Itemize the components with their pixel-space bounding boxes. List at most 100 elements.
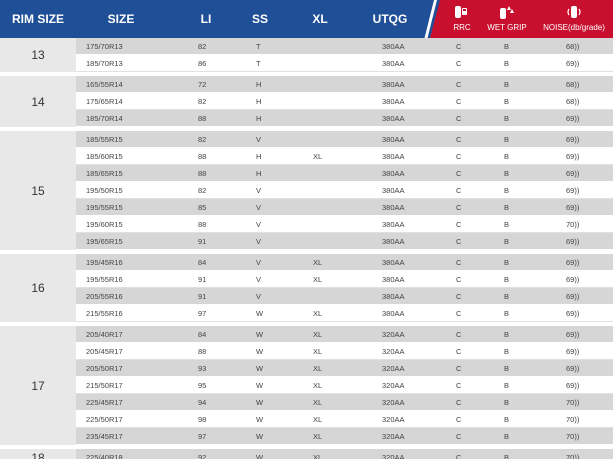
table-row: 185/65R15 88 H 380AA C B 69)): [76, 165, 613, 182]
cell-size: 175/65R14: [86, 97, 123, 106]
table-row: 195/55R16 91 V XL 380AA C B 69)): [76, 271, 613, 288]
cell-xl: XL: [313, 432, 323, 441]
cell-noise: 69)): [566, 258, 580, 267]
cell-noise: 68)): [566, 42, 580, 51]
cell-ss: W: [256, 347, 264, 356]
cell-wet: B: [504, 152, 510, 161]
cell-ss: T: [256, 42, 261, 51]
cell-rrc: C: [456, 432, 462, 441]
table-row: 165/55R14 72 H 380AA C B 68)): [76, 76, 613, 93]
cell-size: 185/65R15: [86, 169, 123, 178]
cell-wet: B: [504, 42, 510, 51]
cell-size: 225/45R17: [86, 398, 123, 407]
cell-wet: B: [504, 415, 510, 424]
cell-ss: V: [256, 275, 262, 284]
table-row: 195/45R16 84 V XL 380AA C B 69)): [76, 254, 613, 271]
table-row: 235/45R17 97 W XL 320AA C B 70)): [76, 428, 613, 445]
cell-wet: B: [504, 80, 510, 89]
cell-li: 88: [198, 347, 207, 356]
table-row: 195/50R15 82 V 380AA C B 69)): [76, 182, 613, 199]
cell-utqg: 380AA: [382, 258, 405, 267]
cell-ss: V: [256, 258, 262, 267]
cell-noise: 69)): [566, 152, 580, 161]
table-row: 225/45R17 94 W XL 320AA C B 70)): [76, 394, 613, 411]
cell-utqg: 380AA: [382, 135, 405, 144]
cell-utqg: 380AA: [382, 97, 405, 106]
cell-ss: W: [256, 364, 264, 373]
cell-li: 88: [198, 220, 207, 229]
rim-group: 17 205/40R17 84 W XL 320AA C B 69)) 205/45R17 88 W X…: [0, 326, 613, 445]
table-row: 225/50R17 98 W XL 320AA C B 70)): [76, 411, 613, 428]
cell-wet: B: [504, 59, 510, 68]
rim-group: 15 185/55R15 82 V 380AA C B 69)) 185/60R15 88 H XL 3…: [0, 131, 613, 250]
cell-li: 85: [198, 203, 207, 212]
cell-rrc: C: [456, 80, 462, 89]
cell-wet: B: [504, 309, 510, 318]
cell-wet: B: [504, 453, 510, 459]
cell-li: 84: [198, 258, 207, 267]
rim-size-cell: 15: [0, 131, 76, 250]
cell-size: 195/50R15: [86, 186, 123, 195]
cell-size: 185/70R13: [86, 59, 123, 68]
cell-li: 91: [198, 275, 207, 284]
table-row: 215/55R16 97 W XL 380AA C B 69)): [76, 305, 613, 322]
cell-noise: 70)): [566, 453, 580, 459]
rim-group: 13 175/70R13 82 T 380AA C B 68)) 185/70R13 86 T 380…: [0, 38, 613, 72]
header-wedge: [430, 0, 440, 38]
cell-ss: H: [256, 114, 262, 123]
cell-noise: 70)): [566, 398, 580, 407]
col-header-utqg: UTQG: [372, 12, 408, 26]
cell-utqg: 380AA: [382, 80, 405, 89]
cell-ss: V: [256, 220, 262, 229]
cell-rrc: C: [456, 275, 462, 284]
cell-wet: B: [504, 258, 510, 267]
cell-xl: XL: [313, 275, 323, 284]
cell-utqg: 380AA: [382, 186, 405, 195]
table-row: 175/65R14 82 H 380AA C B 68)): [76, 93, 613, 110]
cell-size: 235/45R17: [86, 432, 123, 441]
cell-size: 225/50R17: [86, 415, 123, 424]
cell-rrc: C: [456, 59, 462, 68]
cell-li: 91: [198, 237, 207, 246]
cell-noise: 70)): [566, 415, 580, 424]
cell-li: 92: [198, 453, 207, 459]
cell-noise: 69)): [566, 347, 580, 356]
rim-group: 16 195/45R16 84 V XL 380AA C B 69)) 195/55R16 91 V X…: [0, 254, 613, 322]
cell-rrc: C: [456, 237, 462, 246]
cell-noise: 69)): [566, 114, 580, 123]
table-row: 205/45R17 88 W XL 320AA C B 69)): [76, 343, 613, 360]
cell-utqg: 380AA: [382, 114, 405, 123]
cell-li: 95: [198, 381, 207, 390]
cell-wet: B: [504, 203, 510, 212]
cell-rrc: C: [456, 381, 462, 390]
cell-xl: XL: [313, 309, 323, 318]
cell-size: 195/45R16: [86, 258, 123, 267]
cell-ss: W: [256, 398, 264, 407]
cell-rrc: C: [456, 203, 462, 212]
cell-ss: W: [256, 432, 264, 441]
cell-ss: W: [256, 415, 264, 424]
col-header-rim-size: RIM SIZE: [11, 12, 64, 26]
cell-rrc: C: [456, 220, 462, 229]
cell-utqg: 320AA: [382, 415, 405, 424]
cell-ss: H: [256, 97, 262, 106]
cell-utqg: 380AA: [382, 59, 405, 68]
cell-li: 72: [198, 80, 207, 89]
cell-noise: 69)): [566, 59, 580, 68]
cell-size: 215/55R16: [86, 309, 123, 318]
table-row: 205/50R17 93 W XL 320AA C B 69)): [76, 360, 613, 377]
table-row: 185/60R15 88 H XL 380AA C B 69)): [76, 148, 613, 165]
noise-label: NOISE(db/grade): [543, 23, 605, 32]
cell-wet: B: [504, 364, 510, 373]
cell-utqg: 320AA: [382, 432, 405, 441]
cell-noise: 70)): [566, 220, 580, 229]
cell-rrc: C: [456, 398, 462, 407]
rim-size-cell: 14: [0, 76, 76, 127]
cell-utqg: 320AA: [382, 381, 405, 390]
cell-size: 205/55R16: [86, 292, 123, 301]
cell-utqg: 380AA: [382, 152, 405, 161]
cell-utqg: 380AA: [382, 237, 405, 246]
cell-size: 195/55R15: [86, 203, 123, 212]
cell-xl: XL: [313, 347, 323, 356]
table-row: 175/70R13 82 T 380AA C B 68)): [76, 38, 613, 55]
